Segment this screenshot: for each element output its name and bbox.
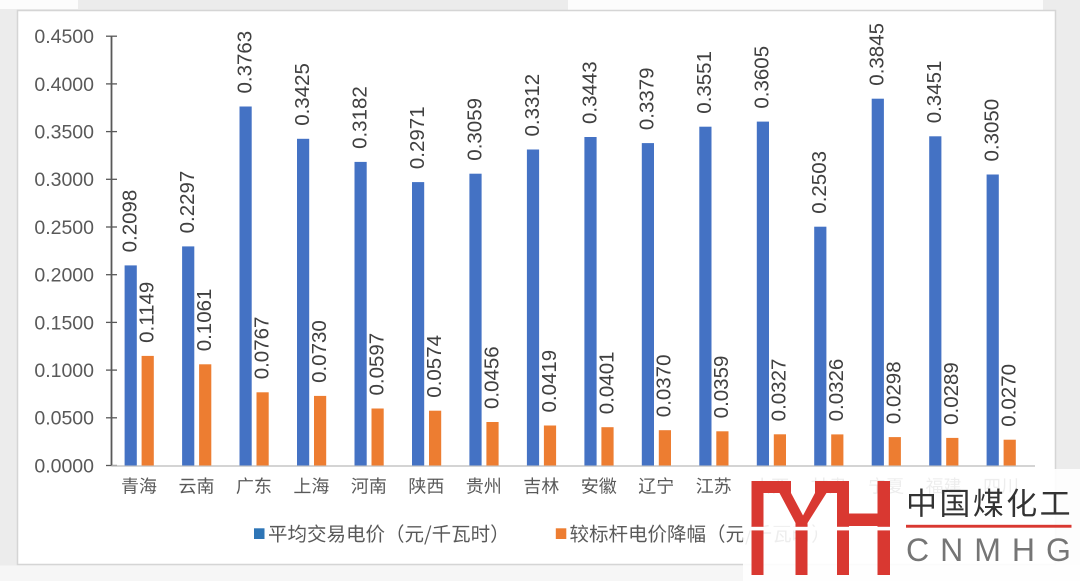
svg-text:0.3312: 0.3312 xyxy=(521,74,544,137)
svg-text:0.0767: 0.0767 xyxy=(250,317,273,380)
svg-text:0.0326: 0.0326 xyxy=(825,359,848,422)
svg-text:0.3182: 0.3182 xyxy=(348,86,371,149)
svg-text:0.3845: 0.3845 xyxy=(866,23,889,86)
svg-text:0.3000: 0.3000 xyxy=(34,169,94,191)
svg-text:0.1061: 0.1061 xyxy=(193,289,216,352)
svg-text:0.0370: 0.0370 xyxy=(653,354,676,417)
svg-text:0.3379: 0.3379 xyxy=(636,67,659,130)
svg-text:0.0270: 0.0270 xyxy=(998,364,1021,427)
svg-text:0.4000: 0.4000 xyxy=(34,74,94,96)
svg-text:0.1149: 0.1149 xyxy=(136,282,159,343)
svg-text:0.2297: 0.2297 xyxy=(176,171,199,234)
svg-text:0.3050: 0.3050 xyxy=(981,99,1004,162)
svg-text:0.2098: 0.2098 xyxy=(119,190,142,253)
svg-text:0.3059: 0.3059 xyxy=(463,98,486,161)
svg-text:0.0298: 0.0298 xyxy=(883,361,906,424)
svg-text:0.3443: 0.3443 xyxy=(578,61,601,124)
svg-text:0.4500: 0.4500 xyxy=(34,26,94,48)
svg-text:0.0419: 0.0419 xyxy=(538,350,561,413)
svg-text:0.2000: 0.2000 xyxy=(34,265,94,287)
svg-text:0.0597: 0.0597 xyxy=(365,333,388,396)
svg-text:0.0289: 0.0289 xyxy=(940,362,963,425)
svg-text:0.3551: 0.3551 xyxy=(693,51,716,114)
svg-text:0.0000: 0.0000 xyxy=(34,455,94,477)
svg-text:0.2503: 0.2503 xyxy=(808,151,831,214)
svg-text:0.0574: 0.0574 xyxy=(423,335,446,398)
svg-text:0.3605: 0.3605 xyxy=(751,46,774,109)
svg-text:0.3451: 0.3451 xyxy=(923,61,946,124)
svg-text:0.3763: 0.3763 xyxy=(233,31,256,94)
svg-text:0.2500: 0.2500 xyxy=(34,217,94,239)
svg-text:0.0359: 0.0359 xyxy=(710,356,733,419)
svg-text:0.0456: 0.0456 xyxy=(480,346,503,409)
svg-text:0.1000: 0.1000 xyxy=(34,360,94,382)
svg-text:0.3500: 0.3500 xyxy=(34,122,94,144)
svg-text:0.3425: 0.3425 xyxy=(291,63,314,126)
svg-text:0.1500: 0.1500 xyxy=(34,312,94,334)
svg-text:CNMHG: CNMHG xyxy=(906,532,1080,568)
svg-text:0.0500: 0.0500 xyxy=(34,408,94,430)
svg-text:0.0730: 0.0730 xyxy=(308,320,331,383)
svg-text:0.0401: 0.0401 xyxy=(595,351,618,414)
svg-text:0.0327: 0.0327 xyxy=(768,359,791,422)
svg-text:0.2971: 0.2971 xyxy=(406,106,429,169)
